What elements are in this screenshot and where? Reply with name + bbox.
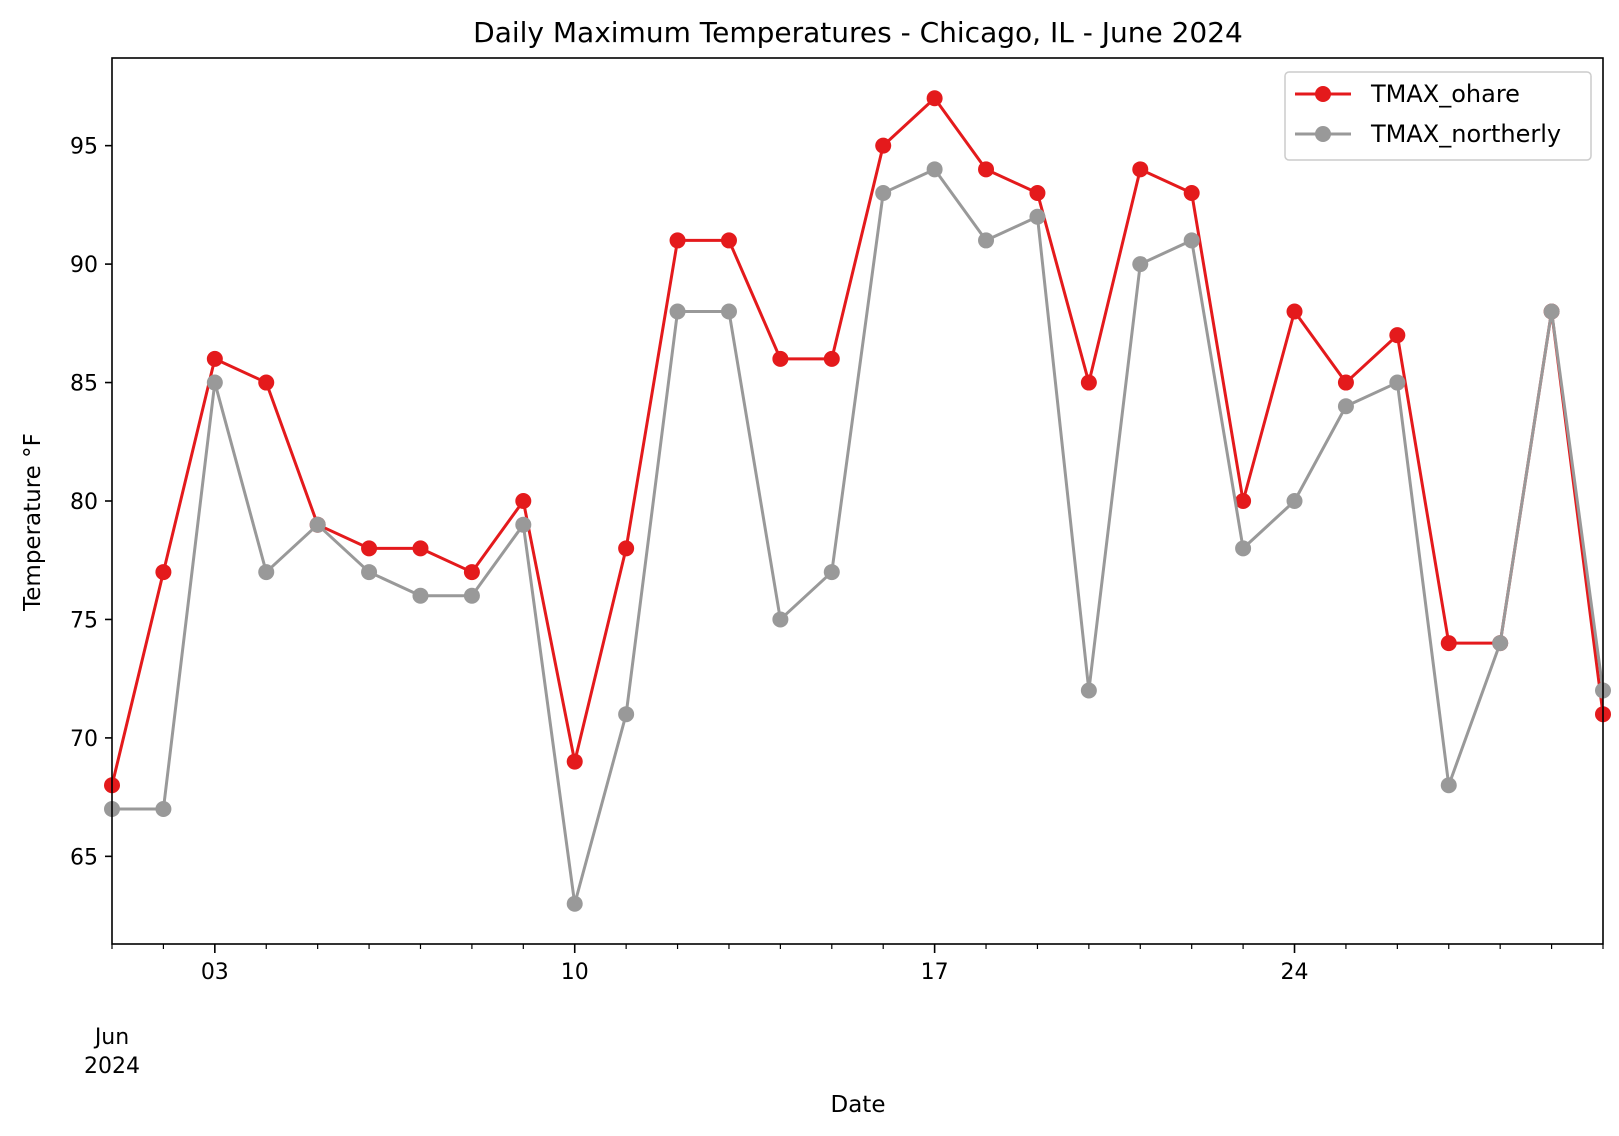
data-point-0-2 — [206, 350, 223, 367]
series-line-1 — [112, 167, 1605, 906]
data-point-1-22 — [1235, 540, 1252, 557]
y-tick-label: 65 — [70, 845, 98, 870]
data-point-1-10 — [618, 706, 635, 723]
data-point-1-14 — [823, 564, 840, 581]
data-point-1-15 — [875, 185, 892, 202]
data-point-0-5 — [361, 540, 378, 557]
data-point-1-12 — [720, 303, 737, 320]
legend: TMAX_ohare TMAX_northerly — [1284, 71, 1592, 161]
data-point-0-1 — [155, 564, 172, 581]
x-start-label-line: Jun — [93, 1025, 129, 1050]
x-tick-label: 24 — [1281, 960, 1309, 985]
legend-marker-1 — [1315, 126, 1331, 142]
data-point-1-28 — [1543, 303, 1560, 320]
data-point-1-21 — [1183, 232, 1200, 249]
data-point-1-20 — [1132, 256, 1149, 273]
data-point-0-23 — [1286, 303, 1303, 320]
data-point-1-4 — [309, 516, 326, 533]
data-point-0-3 — [258, 374, 275, 391]
data-point-1-9 — [566, 895, 583, 912]
data-point-0-10 — [618, 540, 635, 557]
y-tick-label: 70 — [70, 727, 98, 752]
data-point-0-21 — [1183, 185, 1200, 202]
data-point-0-7 — [463, 564, 480, 581]
data-point-0-16 — [926, 90, 943, 107]
y-tick-label: 75 — [70, 608, 98, 633]
data-point-1-24 — [1337, 398, 1354, 415]
data-point-1-19 — [1080, 682, 1097, 699]
series-line-0 — [110, 96, 1605, 786]
data-point-1-1 — [155, 800, 172, 817]
data-point-1-7 — [463, 587, 480, 604]
data-point-0-26 — [1440, 635, 1457, 652]
data-point-0-20 — [1132, 161, 1149, 178]
legend-label-0: TMAX_ohare — [1370, 80, 1520, 108]
data-point-0-15 — [875, 137, 892, 154]
data-point-0-25 — [1389, 327, 1406, 344]
y-tick-label: 90 — [70, 253, 98, 278]
data-point-0-19 — [1080, 374, 1097, 391]
legend-marker-0 — [1315, 86, 1331, 102]
data-point-0-9 — [566, 753, 583, 770]
data-point-1-25 — [1389, 374, 1406, 391]
legend-label-1: TMAX_northerly — [1370, 120, 1561, 148]
data-point-0-12 — [720, 232, 737, 249]
x-start-label-line: 2024 — [84, 1054, 140, 1079]
data-point-1-6 — [412, 587, 429, 604]
data-point-0-13 — [772, 350, 789, 367]
chart-title: Daily Maximum Temperatures - Chicago, IL… — [473, 16, 1243, 49]
data-point-1-11 — [669, 303, 686, 320]
data-point-1-18 — [1029, 208, 1046, 225]
data-point-0-8 — [515, 493, 532, 509]
data-point-1-13 — [772, 611, 789, 628]
data-point-1-27 — [1492, 635, 1509, 652]
data-point-1-17 — [978, 232, 995, 249]
data-point-0-14 — [823, 350, 840, 367]
data-point-1-2 — [206, 374, 223, 391]
y-tick-label: 95 — [70, 135, 98, 160]
data-point-0-18 — [1029, 185, 1046, 202]
legend-box — [1284, 71, 1592, 161]
x-tick-label: 03 — [201, 960, 229, 985]
data-point-0-6 — [412, 540, 429, 557]
y-tick-label: 85 — [70, 372, 98, 397]
x-tick-label: 17 — [921, 960, 949, 985]
data-point-1-8 — [515, 516, 532, 533]
data-point-1-26 — [1440, 777, 1457, 794]
x-axis-label: Date — [831, 1092, 886, 1118]
data-point-0-22 — [1235, 493, 1252, 509]
data-point-1-5 — [361, 564, 378, 581]
y-tick-label: 80 — [70, 490, 98, 515]
data-point-1-3 — [258, 564, 275, 581]
plot-area: 65 70 75 80 85 90 95 03 10 17 24 Jun 2024 — [70, 57, 1611, 1079]
data-point-0-11 — [669, 232, 686, 249]
x-tick-label: 10 — [561, 960, 589, 985]
y-axis-label: Temperature °F — [20, 433, 46, 612]
data-point-0-17 — [978, 161, 995, 178]
data-point-1-23 — [1286, 493, 1303, 509]
data-point-1-16 — [926, 161, 943, 178]
data-point-0-24 — [1337, 374, 1354, 391]
